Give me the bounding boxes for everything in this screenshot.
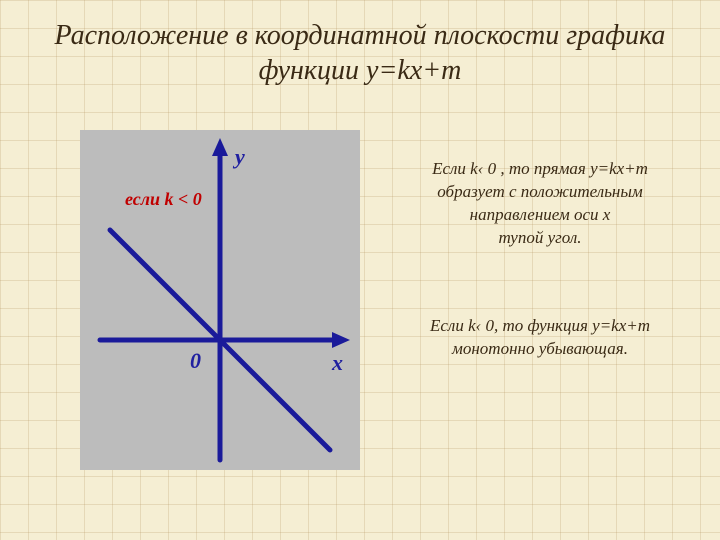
y-axis-label: y: [232, 144, 245, 169]
description-monotone: Если k‹ 0, то функция y=kx+m монотонно у…: [400, 315, 680, 361]
origin-label: 0: [190, 348, 201, 373]
coordinate-chart: y x 0 если k < 0: [80, 130, 360, 470]
chart-svg: y x 0 если k < 0: [80, 130, 360, 470]
desc2-line2: монотонно убывающая.: [400, 338, 680, 361]
page-title: Расположение в координатной плоскости гр…: [0, 18, 720, 88]
desc1-line2: образует с положительным: [400, 181, 680, 204]
x-axis-arrowhead: [332, 332, 350, 348]
description-angle: Если k‹ 0 , то прямая y=kx+m образует с …: [400, 158, 680, 250]
y-axis-arrowhead: [212, 138, 228, 156]
x-axis-label: x: [331, 350, 343, 375]
desc1-line3: направлением оси x: [400, 204, 680, 227]
k-condition-label: если k < 0: [125, 189, 202, 209]
desc1-line1: Если k‹ 0 , то прямая y=kx+m: [400, 158, 680, 181]
desc2-line1: Если k‹ 0, то функция y=kx+m: [400, 315, 680, 338]
desc1-line4: тупой угол.: [400, 227, 680, 250]
